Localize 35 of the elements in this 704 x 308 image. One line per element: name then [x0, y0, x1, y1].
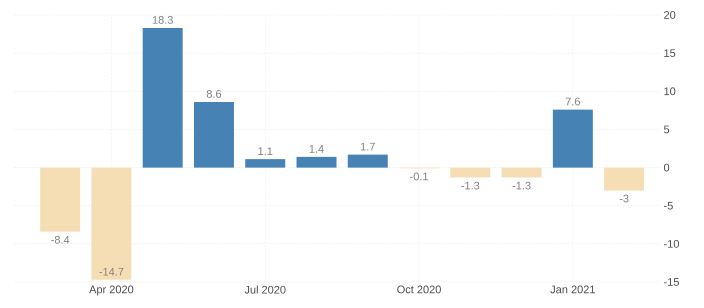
- y-tick-label: 0: [664, 164, 670, 172]
- bar: [348, 154, 388, 168]
- bar: [194, 102, 234, 168]
- x-tick-label: Oct 2020: [397, 286, 441, 294]
- y-tick-label: 20: [664, 11, 676, 19]
- bar: [450, 168, 490, 178]
- y-tick-label: 5: [664, 126, 670, 134]
- data-label: -1.3: [461, 182, 480, 190]
- bar: [245, 159, 286, 168]
- x-tick-label: Jul 2020: [244, 286, 286, 294]
- bar: [40, 168, 80, 232]
- data-label: 1.1: [258, 147, 272, 155]
- bar: [552, 110, 593, 168]
- data-label: 8.6: [206, 90, 222, 98]
- data-label: -3: [620, 194, 629, 202]
- y-tick-label: -15: [664, 278, 679, 286]
- bar: [142, 28, 183, 168]
- data-label: 1.7: [360, 142, 375, 150]
- data-label: 18.3: [152, 16, 173, 24]
- y-tick-label: 15: [664, 49, 676, 57]
- bar: [604, 168, 644, 190]
- y-tick-label: -10: [664, 240, 679, 248]
- bar: [296, 156, 336, 168]
- y-tick-label: -5: [664, 202, 673, 210]
- data-label: -14.7: [99, 268, 124, 276]
- data-label: 1.4: [310, 145, 324, 153]
- data-label: -0.1: [410, 172, 428, 180]
- x-tick-label: Apr 2020: [89, 286, 134, 296]
- y-tick-label: 10: [664, 87, 676, 96]
- data-label: -8.4: [51, 236, 70, 244]
- x-tick-label: Jan 2021: [550, 286, 595, 294]
- bar: [502, 168, 542, 178]
- bar: [91, 168, 132, 280]
- data-label: -1.3: [512, 182, 531, 190]
- data-label: 7.6: [566, 98, 580, 106]
